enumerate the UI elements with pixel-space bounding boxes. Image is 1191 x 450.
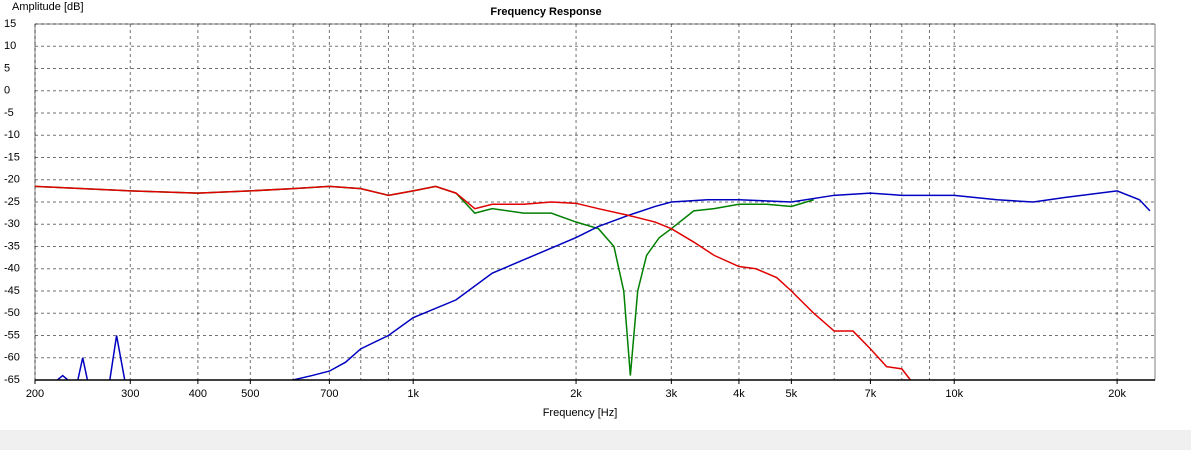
y-tick-label: -65: [4, 374, 20, 386]
x-tick-label: 10k: [945, 388, 963, 400]
x-tick-label: 500: [241, 388, 259, 400]
x-tick-label: 4k: [733, 388, 745, 400]
x-tick-label: 7k: [865, 388, 877, 400]
y-tick-label: -50: [4, 307, 20, 319]
y-tick-label: -55: [4, 329, 20, 341]
y-tick-label: 5: [4, 62, 10, 74]
x-tick-label: 400: [189, 388, 207, 400]
y-tick-label: -15: [4, 151, 20, 163]
y-tick-label: 10: [4, 40, 16, 52]
y-tick-label: 0: [4, 85, 10, 97]
y-tick-label: -20: [4, 174, 20, 186]
y-tick-label: -10: [4, 129, 20, 141]
x-tick-label: 300: [121, 388, 139, 400]
series-line: [35, 185, 912, 380]
series-line: [35, 185, 814, 376]
x-tick-label: 2k: [570, 388, 582, 400]
y-tick-label: -5: [4, 107, 14, 119]
x-tick-label: 20k: [1108, 388, 1126, 400]
y-tick-label: -45: [4, 285, 20, 297]
x-axis-label: Frequency [Hz]: [543, 407, 618, 419]
x-tick-label: 200: [26, 388, 44, 400]
y-tick-label: -40: [4, 263, 20, 275]
y-tick-label: -25: [4, 196, 20, 208]
x-tick-label: 700: [320, 388, 338, 400]
x-tick-label: 3k: [666, 388, 678, 400]
y-tick-label: -35: [4, 240, 20, 252]
x-tick-label: 1k: [407, 388, 419, 400]
chart: Frequency Response Amplitude [dB] Freque…: [0, 0, 1191, 430]
x-tick-label: 5k: [786, 388, 798, 400]
series-line: [56, 190, 1151, 380]
y-tick-label: 15: [4, 18, 16, 30]
y-axis-label: Amplitude [dB]: [12, 1, 84, 13]
chart-title: Frequency Response: [490, 6, 601, 18]
y-tick-label: -60: [4, 352, 20, 364]
y-tick-label: -30: [4, 218, 20, 230]
